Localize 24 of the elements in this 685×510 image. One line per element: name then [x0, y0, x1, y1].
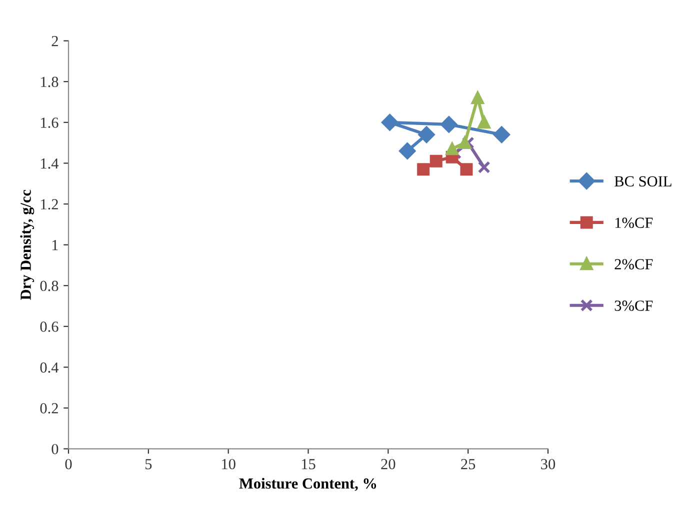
y-tick-label: 2: [52, 36, 58, 46]
y-axis-title: Dry Density, g/cc: [20, 190, 34, 300]
legend-label: 1%CF: [615, 218, 653, 228]
y-tick-label: 1.6: [41, 118, 58, 128]
y-tick-label: 0.4: [40, 362, 59, 373]
x-tick-label: 10: [222, 458, 236, 470]
x-tick-label: 5: [145, 459, 152, 470]
x-tick-label: 30: [541, 458, 556, 470]
y-tick-label: 0: [52, 444, 58, 454]
y-tick-label: 1.8: [41, 76, 58, 88]
y-tick-label: 1.2: [41, 199, 58, 210]
x-axis-title: Moisture Content, %: [239, 478, 376, 491]
legend-label: 3%CF: [614, 300, 653, 311]
legend-label: 2%CF: [614, 259, 653, 270]
y-tick-label: 0.8: [40, 280, 58, 292]
x-tick-label: 25: [461, 459, 476, 470]
y-tick-label: 0.2: [40, 403, 58, 414]
legend-label: BC SOIL: [614, 176, 672, 186]
y-tick-label: 1: [52, 240, 58, 250]
x-tick-label: 20: [381, 458, 396, 470]
y-tick-label: 1.4: [41, 158, 59, 169]
x-tick-label: 0: [65, 458, 72, 470]
x-tick-label: 15: [302, 459, 316, 470]
y-tick-label: 0.6: [40, 322, 58, 332]
